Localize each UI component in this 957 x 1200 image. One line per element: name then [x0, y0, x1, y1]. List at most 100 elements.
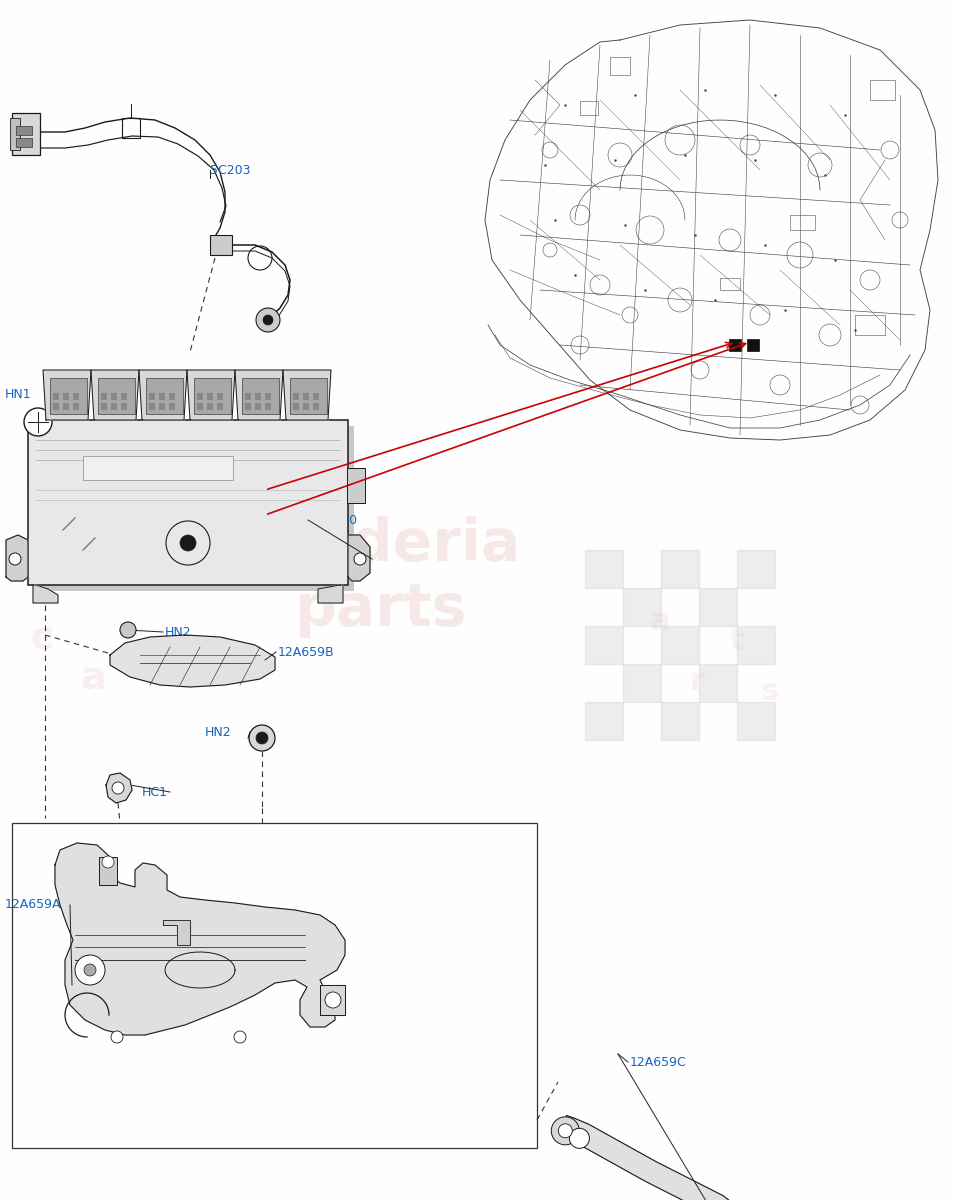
Bar	[16, 138, 32, 146]
Circle shape	[263, 314, 273, 325]
Bar	[159, 392, 165, 400]
Bar	[12, 823, 537, 1148]
Bar	[610, 56, 630, 74]
Bar	[245, 392, 251, 400]
Bar	[217, 392, 223, 400]
Bar	[265, 403, 271, 410]
Bar	[101, 403, 107, 410]
Bar	[63, 403, 69, 410]
Bar	[790, 215, 815, 230]
Bar	[149, 392, 155, 400]
Bar	[303, 403, 309, 410]
Text: HN1: HN1	[5, 389, 32, 402]
Circle shape	[256, 732, 268, 744]
Circle shape	[558, 1124, 572, 1138]
Polygon shape	[163, 920, 190, 946]
Polygon shape	[348, 535, 370, 581]
Bar	[98, 378, 135, 414]
Text: 12A659C: 12A659C	[630, 1056, 687, 1068]
Bar	[623, 588, 661, 626]
Bar	[303, 392, 309, 400]
Bar	[121, 403, 127, 410]
Text: parts: parts	[294, 582, 466, 638]
Bar	[313, 403, 319, 410]
Bar	[699, 588, 737, 626]
Bar	[720, 278, 740, 290]
Bar	[16, 126, 32, 136]
Text: a: a	[650, 607, 671, 636]
Polygon shape	[283, 370, 331, 420]
Bar	[255, 392, 261, 400]
Text: scuderia: scuderia	[240, 516, 521, 574]
Bar	[10, 118, 20, 150]
Circle shape	[102, 856, 114, 868]
Bar	[73, 392, 79, 400]
Circle shape	[551, 1117, 579, 1145]
Bar	[290, 378, 327, 414]
Text: s: s	[760, 677, 778, 706]
Bar	[265, 392, 271, 400]
Bar	[111, 392, 117, 400]
Polygon shape	[110, 635, 275, 686]
Bar	[729, 340, 741, 350]
Bar	[210, 235, 232, 256]
Bar	[870, 80, 895, 100]
Bar	[217, 403, 223, 410]
Bar	[347, 468, 365, 503]
Text: 12A659A: 12A659A	[5, 899, 61, 912]
Text: HN2: HN2	[205, 726, 232, 738]
Bar	[585, 626, 623, 664]
Bar	[207, 392, 213, 400]
Bar	[169, 403, 175, 410]
Bar	[699, 664, 737, 702]
Polygon shape	[187, 370, 235, 420]
Bar	[197, 392, 203, 400]
Bar	[159, 403, 165, 410]
Circle shape	[569, 1128, 590, 1148]
Circle shape	[9, 553, 21, 565]
Polygon shape	[6, 535, 28, 581]
Bar	[242, 378, 279, 414]
Text: c: c	[30, 620, 53, 658]
Bar	[194, 378, 231, 414]
Bar	[207, 403, 213, 410]
Bar	[53, 392, 59, 400]
Bar	[293, 392, 299, 400]
Polygon shape	[106, 773, 132, 803]
Bar	[28, 420, 348, 584]
Text: r: r	[690, 667, 705, 696]
Bar	[255, 403, 261, 410]
Bar	[623, 664, 661, 702]
Text: 5C203: 5C203	[210, 163, 251, 176]
Polygon shape	[43, 370, 91, 420]
Text: t: t	[730, 626, 745, 656]
Text: 12A650: 12A650	[310, 514, 358, 527]
Circle shape	[234, 1031, 246, 1043]
Polygon shape	[235, 370, 283, 420]
Circle shape	[24, 408, 52, 436]
Text: a: a	[80, 660, 106, 698]
Bar	[34, 426, 354, 590]
Circle shape	[354, 553, 366, 565]
Bar	[197, 403, 203, 410]
Bar	[99, 857, 117, 886]
Bar	[146, 378, 183, 414]
Bar	[855, 316, 885, 335]
Polygon shape	[139, 370, 187, 420]
Text: HN2: HN2	[165, 625, 191, 638]
Bar	[63, 392, 69, 400]
Bar	[661, 626, 699, 664]
Bar	[661, 550, 699, 588]
Circle shape	[120, 622, 136, 638]
Polygon shape	[55, 842, 345, 1034]
Text: 12A659B: 12A659B	[278, 646, 335, 659]
Text: HC1: HC1	[142, 786, 168, 798]
Polygon shape	[318, 584, 343, 602]
Polygon shape	[33, 584, 58, 602]
Bar	[585, 550, 623, 588]
Bar	[83, 456, 233, 480]
Bar	[737, 626, 775, 664]
Bar	[661, 702, 699, 740]
Bar	[53, 403, 59, 410]
Circle shape	[256, 308, 280, 332]
